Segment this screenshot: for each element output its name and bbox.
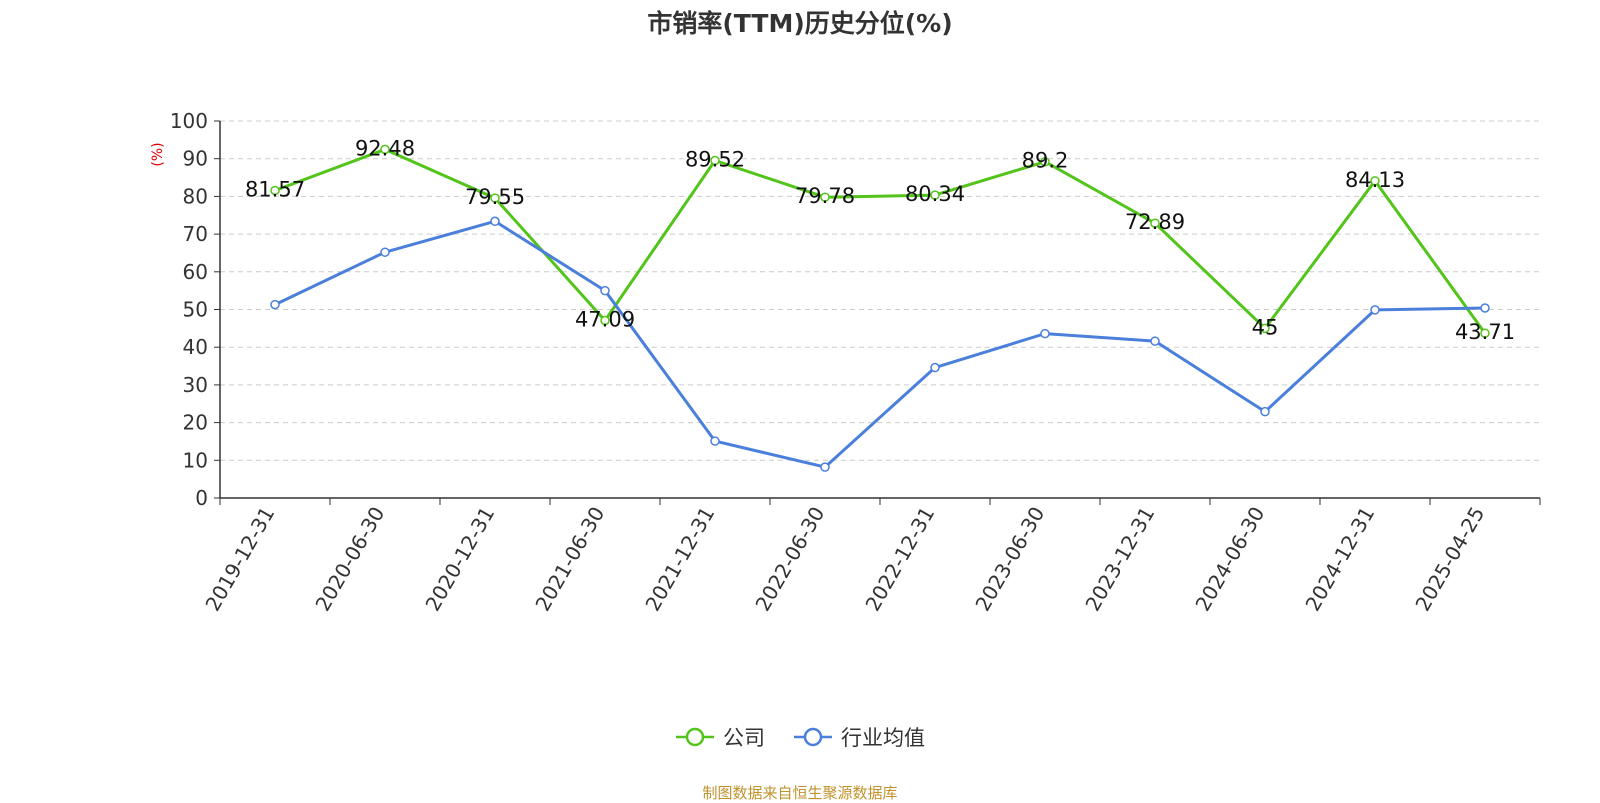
- y-tick-label: 100: [170, 109, 208, 133]
- x-tick-label: 2020-06-30: [310, 503, 389, 616]
- data-point-1: [490, 216, 500, 227]
- data-labels: 81.57 92.48 79.55 47.09 89.52 79.78 80.34 89.2 7…: [245, 136, 1515, 344]
- y-tick-label: 40: [183, 335, 208, 359]
- data-point-0: [1040, 156, 1050, 167]
- y-tick-label: 20: [183, 411, 208, 435]
- data-label: 92.48: [355, 136, 415, 160]
- y-tick-label: 10: [183, 448, 208, 472]
- data-point-1: [270, 299, 280, 310]
- data-label: 84.13: [1345, 168, 1405, 192]
- legend-label-industry-average: 行业均值: [841, 726, 925, 750]
- data-point-0: [1480, 328, 1490, 338]
- grid-lines: [220, 120, 1540, 461]
- x-tick-label: 2025-04-25: [1410, 503, 1489, 616]
- x-tick-label: 2022-12-31: [860, 503, 939, 616]
- y-tick-label: 70: [183, 222, 208, 246]
- x-tick-label: 2019-12-31: [200, 503, 279, 616]
- data-point-1: [380, 247, 390, 257]
- x-tick-label: 2024-12-31: [1300, 503, 1379, 616]
- data-point-1: [1480, 303, 1490, 313]
- data-point-0: [1150, 218, 1160, 228]
- data-point-1: [710, 436, 720, 446]
- legend-company-marker-icon: [676, 727, 714, 747]
- y-tick-label: 80: [183, 184, 208, 208]
- x-tick-label: 2020-12-31: [420, 503, 499, 616]
- data-point-0: [490, 193, 500, 203]
- data-point-1: [1370, 305, 1380, 315]
- data-label: 72.89: [1125, 210, 1185, 234]
- y-tick-label: 50: [183, 298, 208, 322]
- legend: 公司 行业均值: [0, 721, 1600, 753]
- data-label: 89.52: [685, 148, 745, 172]
- data-label: 43.71: [1455, 320, 1515, 344]
- legend-item-industry-average[interactable]: 行业均值: [793, 722, 925, 752]
- x-tick-label: 2023-12-31: [1080, 503, 1159, 616]
- data-point-1: [930, 362, 940, 373]
- data-point-0: [710, 155, 720, 166]
- data-point-0: [380, 144, 390, 155]
- legend-item-company[interactable]: 公司: [675, 722, 765, 752]
- data-point-0: [1260, 323, 1270, 334]
- y-axis-label: (%): [150, 142, 166, 166]
- y-tick-label: 90: [183, 147, 208, 171]
- data-point-1: [1040, 328, 1050, 339]
- data-label: 79.78: [795, 184, 855, 208]
- data-point-0: [600, 315, 610, 326]
- data-point-1: [1260, 406, 1270, 417]
- data-point-1: [820, 462, 830, 472]
- x-tick-label: 2022-06-30: [750, 503, 829, 616]
- data-point-0: [1370, 176, 1380, 186]
- x-tick-label: 2021-12-31: [640, 503, 719, 616]
- data-point-0: [270, 185, 280, 196]
- y-tick-label: 60: [183, 260, 208, 284]
- data-point-0: [930, 190, 940, 200]
- x-tick-label: 2023-06-30: [970, 503, 1049, 616]
- chart-title: 市销率(TTM)历史分位(%): [647, 9, 953, 38]
- x-tick-label: 2024-06-30: [1190, 503, 1269, 616]
- data-label: 80.34: [905, 182, 965, 206]
- series-lines: [270, 144, 1490, 472]
- y-tick-label: 30: [183, 373, 208, 397]
- legend-label-company: 公司: [723, 726, 765, 750]
- data-point-0: [820, 192, 830, 202]
- y-tick-label: 0: [195, 486, 208, 510]
- x-tick-label: 2021-06-30: [530, 503, 609, 616]
- data-point-1: [1150, 336, 1160, 346]
- data-point-1: [600, 285, 610, 296]
- data-label: 45: [1252, 315, 1279, 339]
- data-label: 79.55: [465, 185, 525, 209]
- data-label: 89.2: [1022, 149, 1069, 173]
- series-line-1: [274, 219, 1486, 469]
- series-line-0: [274, 147, 1487, 335]
- source-note: 制图数据来自恒生聚源数据库: [702, 784, 898, 802]
- data-label: 47.09: [575, 307, 635, 331]
- data-label: 81.57: [245, 177, 305, 201]
- legend-industry-marker-icon: [794, 727, 832, 747]
